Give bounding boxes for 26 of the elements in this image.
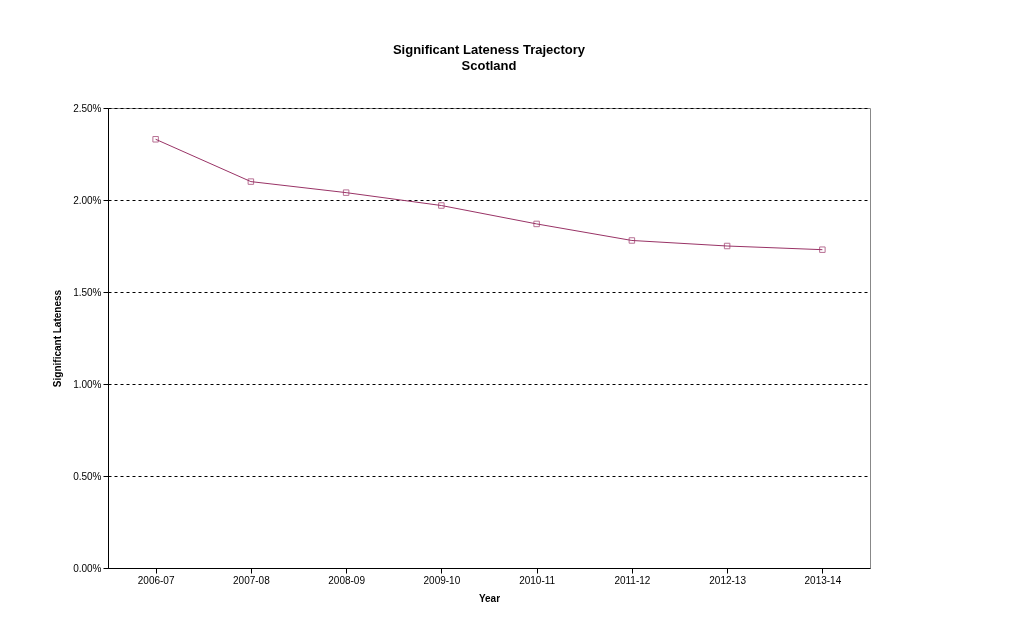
x-tick-label: 2011-12 (614, 574, 651, 586)
x-tick-label: 2009-10 (423, 574, 461, 586)
point (247, 178, 255, 185)
x-tick-label: 2006-07 (137, 574, 175, 586)
y-tick-label: 2.50% (73, 102, 102, 114)
y-tick-label: 0.00% (73, 562, 102, 574)
point (438, 202, 445, 209)
y-tick-label: 2.00% (73, 194, 102, 206)
point (342, 189, 350, 196)
y-tick-label: 1.50% (73, 286, 102, 298)
point (723, 242, 731, 250)
x-tick-label: 2007-08 (233, 574, 271, 586)
point (533, 220, 540, 228)
chart-subtitle: Scotland (461, 58, 517, 73)
point (819, 246, 826, 253)
x-tick-label: 2012-13 (709, 574, 747, 586)
y-tick-label: 0.50% (73, 470, 102, 482)
x-tick-label: 2008-09 (328, 574, 366, 586)
x-tick-label: 2013-14 (804, 574, 842, 586)
chart-title: Significant Lateness Trajectory (392, 42, 586, 57)
point (152, 136, 159, 143)
y-tick-label: 1.00% (73, 378, 102, 390)
x-axis-title: Year (478, 592, 501, 604)
y-axis-title: Significant Lateness (52, 289, 64, 388)
point (628, 237, 636, 244)
x-tick-label: 2010-11 (519, 574, 556, 586)
